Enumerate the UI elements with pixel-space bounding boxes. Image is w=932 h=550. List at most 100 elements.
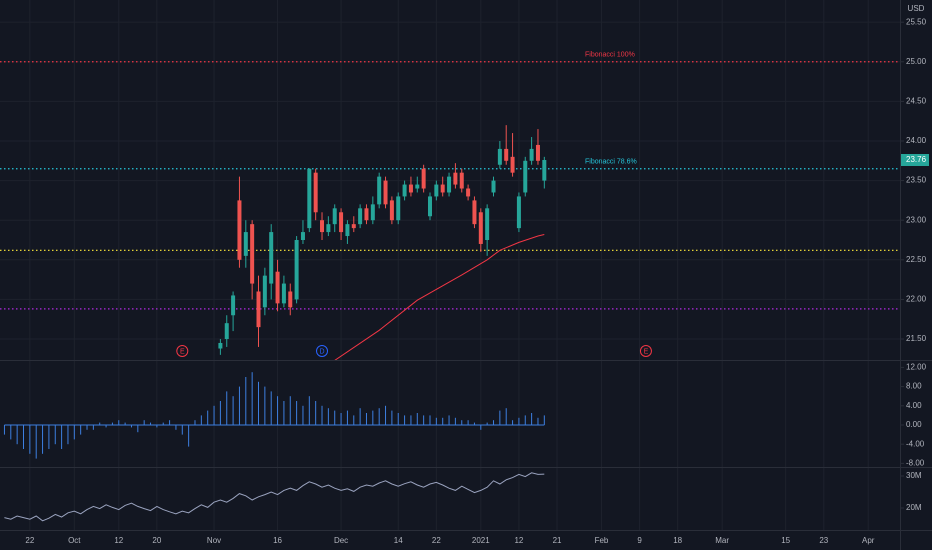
candle-body xyxy=(250,224,255,284)
histogram-bar xyxy=(169,420,171,425)
histogram-bar xyxy=(73,424,75,440)
candle-body xyxy=(351,224,356,229)
event-marker xyxy=(639,345,652,357)
histogram-bar xyxy=(42,424,44,454)
moving-average xyxy=(334,234,545,360)
candle-body xyxy=(402,184,407,197)
x-tick-label: 14 xyxy=(394,536,403,545)
histogram-bar xyxy=(67,424,69,445)
histogram-bar xyxy=(289,396,291,425)
histogram-bar xyxy=(302,405,304,425)
histogram-bar xyxy=(232,396,234,425)
y-tick-label: 4.00 xyxy=(906,401,922,410)
histogram-bar xyxy=(48,424,50,449)
histogram-bar xyxy=(137,424,139,433)
y-tick-label: 24.00 xyxy=(906,136,927,145)
candle-body xyxy=(459,172,464,189)
candle-body xyxy=(262,275,267,308)
histogram-bar xyxy=(308,396,310,425)
y-tick-label: 24.50 xyxy=(906,96,927,105)
event-label: E xyxy=(180,348,185,355)
candle-body xyxy=(447,176,452,193)
candle-body xyxy=(307,168,312,229)
histogram-bar xyxy=(29,424,31,454)
histogram-bar xyxy=(397,412,399,425)
histogram-bar xyxy=(537,417,539,425)
histogram-bar xyxy=(334,410,336,425)
y-tick-label: 20M xyxy=(906,503,922,512)
histogram-bar xyxy=(531,412,533,425)
x-tick-label: 12 xyxy=(514,536,523,545)
candle-body xyxy=(294,240,299,300)
histogram-bar xyxy=(372,410,374,425)
candle-body xyxy=(224,323,229,340)
histogram-bar xyxy=(118,420,120,425)
histogram-bar xyxy=(238,386,240,425)
histogram-bar xyxy=(346,410,348,425)
last-price-label: 23.76 xyxy=(906,155,927,164)
histogram-bar xyxy=(207,410,209,425)
x-tick-label: Mar xyxy=(715,536,729,545)
histogram-bar xyxy=(162,422,164,425)
price-pane: Fibonacci 100% Fibonacci 78.6% E D E xyxy=(0,52,900,360)
candle-body xyxy=(396,196,401,221)
event-label: D xyxy=(319,348,324,355)
histogram-bar xyxy=(359,408,361,425)
candle-body xyxy=(281,283,286,304)
histogram-bar xyxy=(435,417,437,425)
histogram-bar xyxy=(416,412,418,425)
candle-body xyxy=(269,232,274,284)
histogram-bar xyxy=(92,424,94,430)
candle-body xyxy=(466,188,471,197)
histogram-bar xyxy=(270,391,272,425)
histogram-bar xyxy=(156,424,158,428)
y-tick-label: -4.00 xyxy=(906,439,925,448)
histogram-bar xyxy=(518,417,520,425)
histogram-bar xyxy=(512,420,514,425)
histogram-bar xyxy=(80,424,82,435)
histogram-bar xyxy=(54,424,56,445)
last-price-tag xyxy=(901,154,929,166)
candle-body xyxy=(243,232,248,256)
y-tick-label: 0.00 xyxy=(906,420,922,429)
x-tick-label: Apr xyxy=(862,536,875,545)
histogram-bar xyxy=(410,415,412,425)
y-tick-label: 21.50 xyxy=(906,334,927,343)
histogram-bar xyxy=(213,405,215,425)
candle-body xyxy=(377,176,382,205)
histogram-bar xyxy=(391,410,393,425)
candle-body xyxy=(288,291,293,308)
candle-body xyxy=(415,184,420,189)
candle-body xyxy=(383,180,388,205)
candle-body xyxy=(535,144,540,161)
candle-body xyxy=(523,160,528,193)
candle-body xyxy=(542,160,547,181)
histogram-bar xyxy=(99,422,101,425)
y-tick-label: -8.00 xyxy=(906,459,925,468)
histogram-bar xyxy=(340,412,342,425)
histogram-bar xyxy=(365,412,367,425)
x-tick-label: 2021 xyxy=(472,536,490,545)
candle-body xyxy=(256,291,261,328)
candle-body xyxy=(218,342,223,349)
candle-body xyxy=(472,200,477,225)
candle-body xyxy=(237,200,242,260)
x-tick-label: 18 xyxy=(673,536,682,545)
candle-body xyxy=(453,172,458,185)
y-tick-label: 23.50 xyxy=(906,176,927,185)
candle-body xyxy=(231,295,236,316)
histogram-bar xyxy=(130,424,132,428)
y-tick-label: 22.00 xyxy=(906,295,927,304)
histogram-bar xyxy=(385,405,387,425)
histogram-bar xyxy=(283,400,285,425)
histogram-bar xyxy=(473,422,475,425)
y-tick-label: 22.50 xyxy=(906,255,927,264)
y-tick-label: 30M xyxy=(906,471,922,480)
histogram-bar xyxy=(3,424,5,435)
histogram-bar xyxy=(181,424,183,435)
volume-pane xyxy=(4,472,545,522)
histogram-bar xyxy=(524,415,526,425)
